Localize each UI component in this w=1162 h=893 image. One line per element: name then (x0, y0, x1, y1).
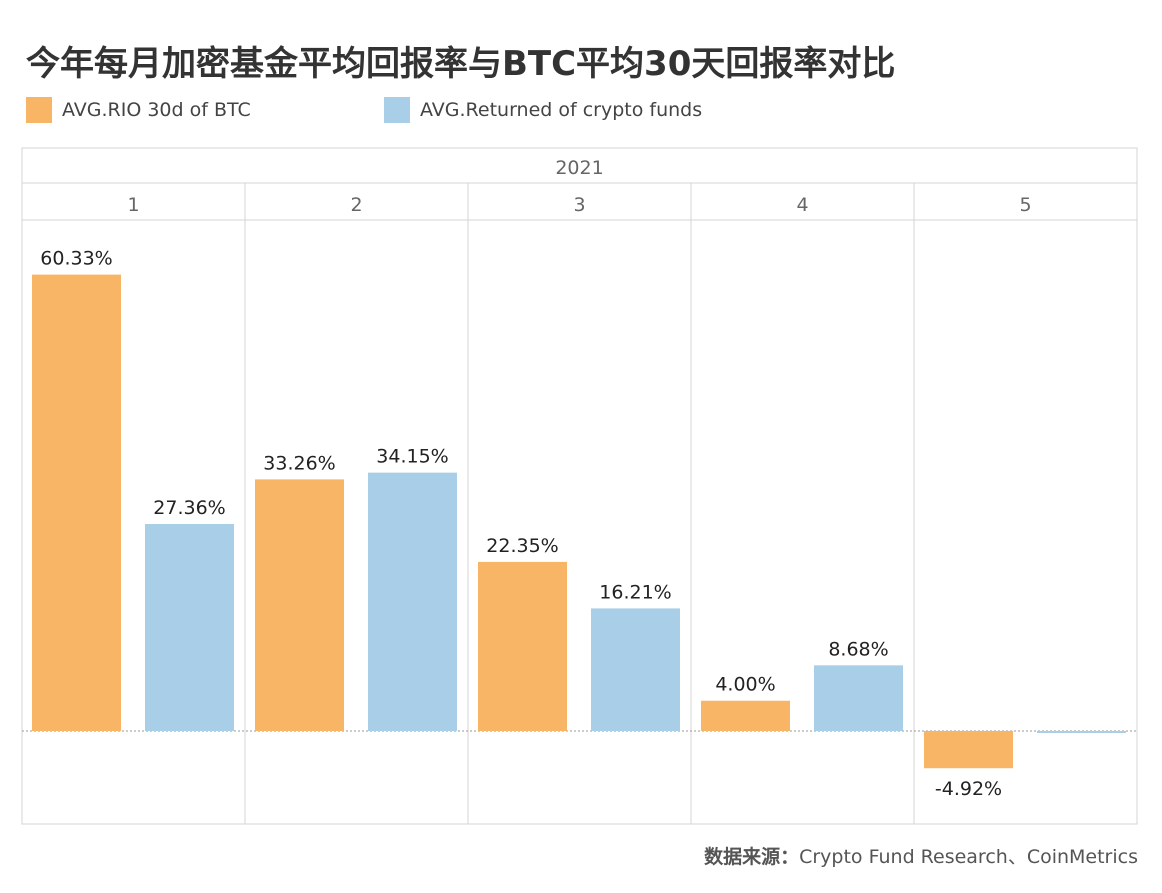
data-label: -4.92% (935, 778, 1002, 800)
bar (1037, 731, 1126, 733)
month-label: 3 (573, 194, 585, 216)
bar (32, 274, 121, 731)
bar (478, 561, 567, 731)
legend-label-funds: AVG.Returned of crypto funds (420, 99, 703, 121)
bar (814, 665, 903, 731)
data-label: 16.21% (599, 581, 671, 603)
bar (924, 731, 1013, 769)
data-label: 22.35% (486, 535, 558, 557)
bar (368, 472, 457, 731)
month-label: 1 (127, 194, 139, 216)
month-label: 4 (796, 194, 808, 216)
data-label: 27.36% (153, 497, 225, 519)
source-text: Crypto Fund Research、CoinMetrics (799, 846, 1138, 868)
legend-item-funds: AVG.Returned of crypto funds (384, 96, 702, 124)
data-label: 60.33% (40, 248, 112, 270)
source-prefix: 数据来源： (704, 846, 800, 868)
legend-swatch-funds (384, 97, 410, 123)
legend: AVG.RIO 30d of BTC AVG.Returned of crypt… (26, 96, 1126, 124)
data-label: 34.15% (376, 446, 448, 468)
data-label: 33.26% (263, 452, 335, 474)
chart-title: 今年每月加密基金平均回报率与BTC平均30天回报率对比 (26, 44, 896, 84)
chart-frame (21, 147, 1138, 825)
legend-swatch-btc (26, 97, 52, 123)
year-label: 2021 (555, 157, 603, 179)
bar (145, 524, 234, 731)
legend-item-btc: AVG.RIO 30d of BTC (26, 96, 251, 124)
bar (255, 479, 344, 731)
data-label: 4.00% (715, 674, 775, 696)
bar (591, 608, 680, 731)
month-label: 2 (350, 194, 362, 216)
bar (701, 700, 790, 731)
legend-label-btc: AVG.RIO 30d of BTC (62, 99, 251, 121)
source-note: 数据来源：Crypto Fund Research、CoinMetrics (704, 842, 1138, 869)
data-label: 8.68% (828, 638, 888, 660)
month-label: 5 (1019, 194, 1031, 216)
